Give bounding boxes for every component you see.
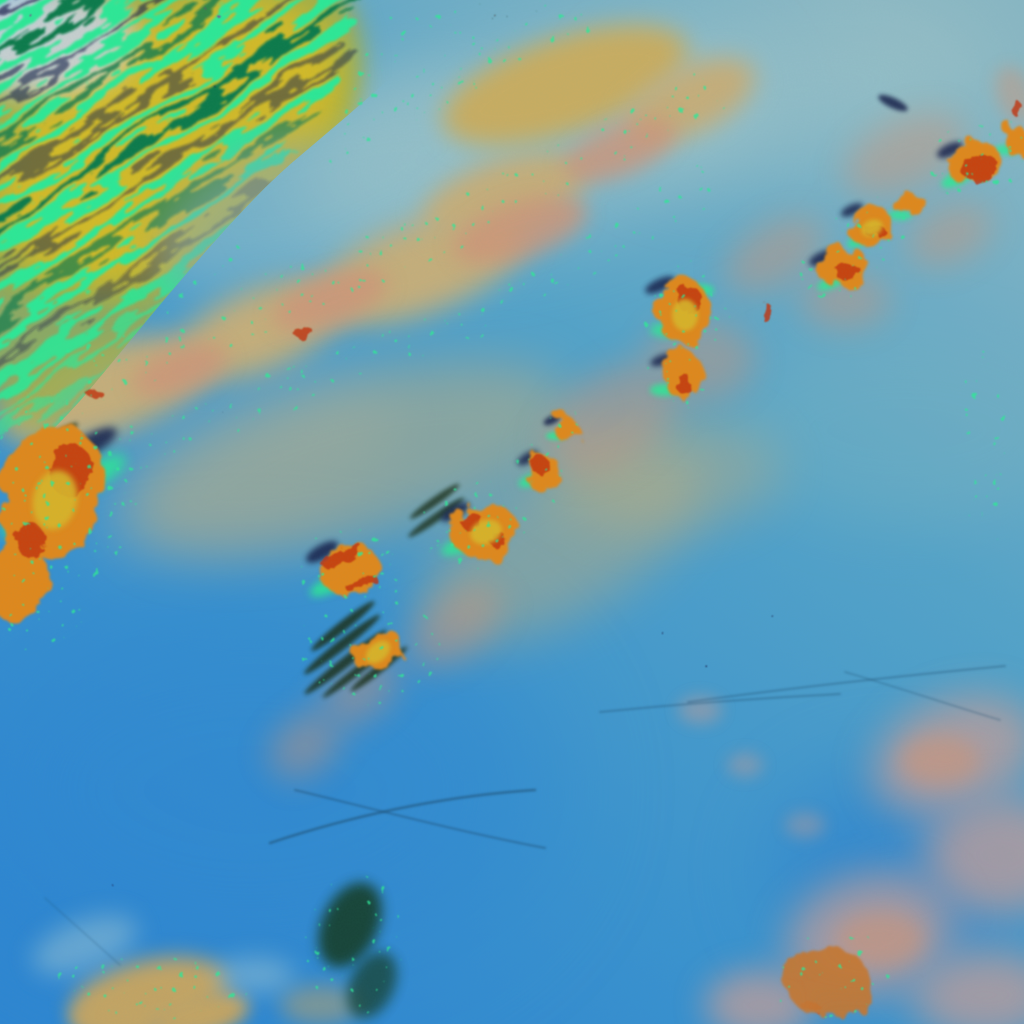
grain-overlay	[0, 0, 1024, 1024]
satellite-image	[0, 0, 1024, 1024]
satellite-image-canvas	[0, 0, 1024, 1024]
